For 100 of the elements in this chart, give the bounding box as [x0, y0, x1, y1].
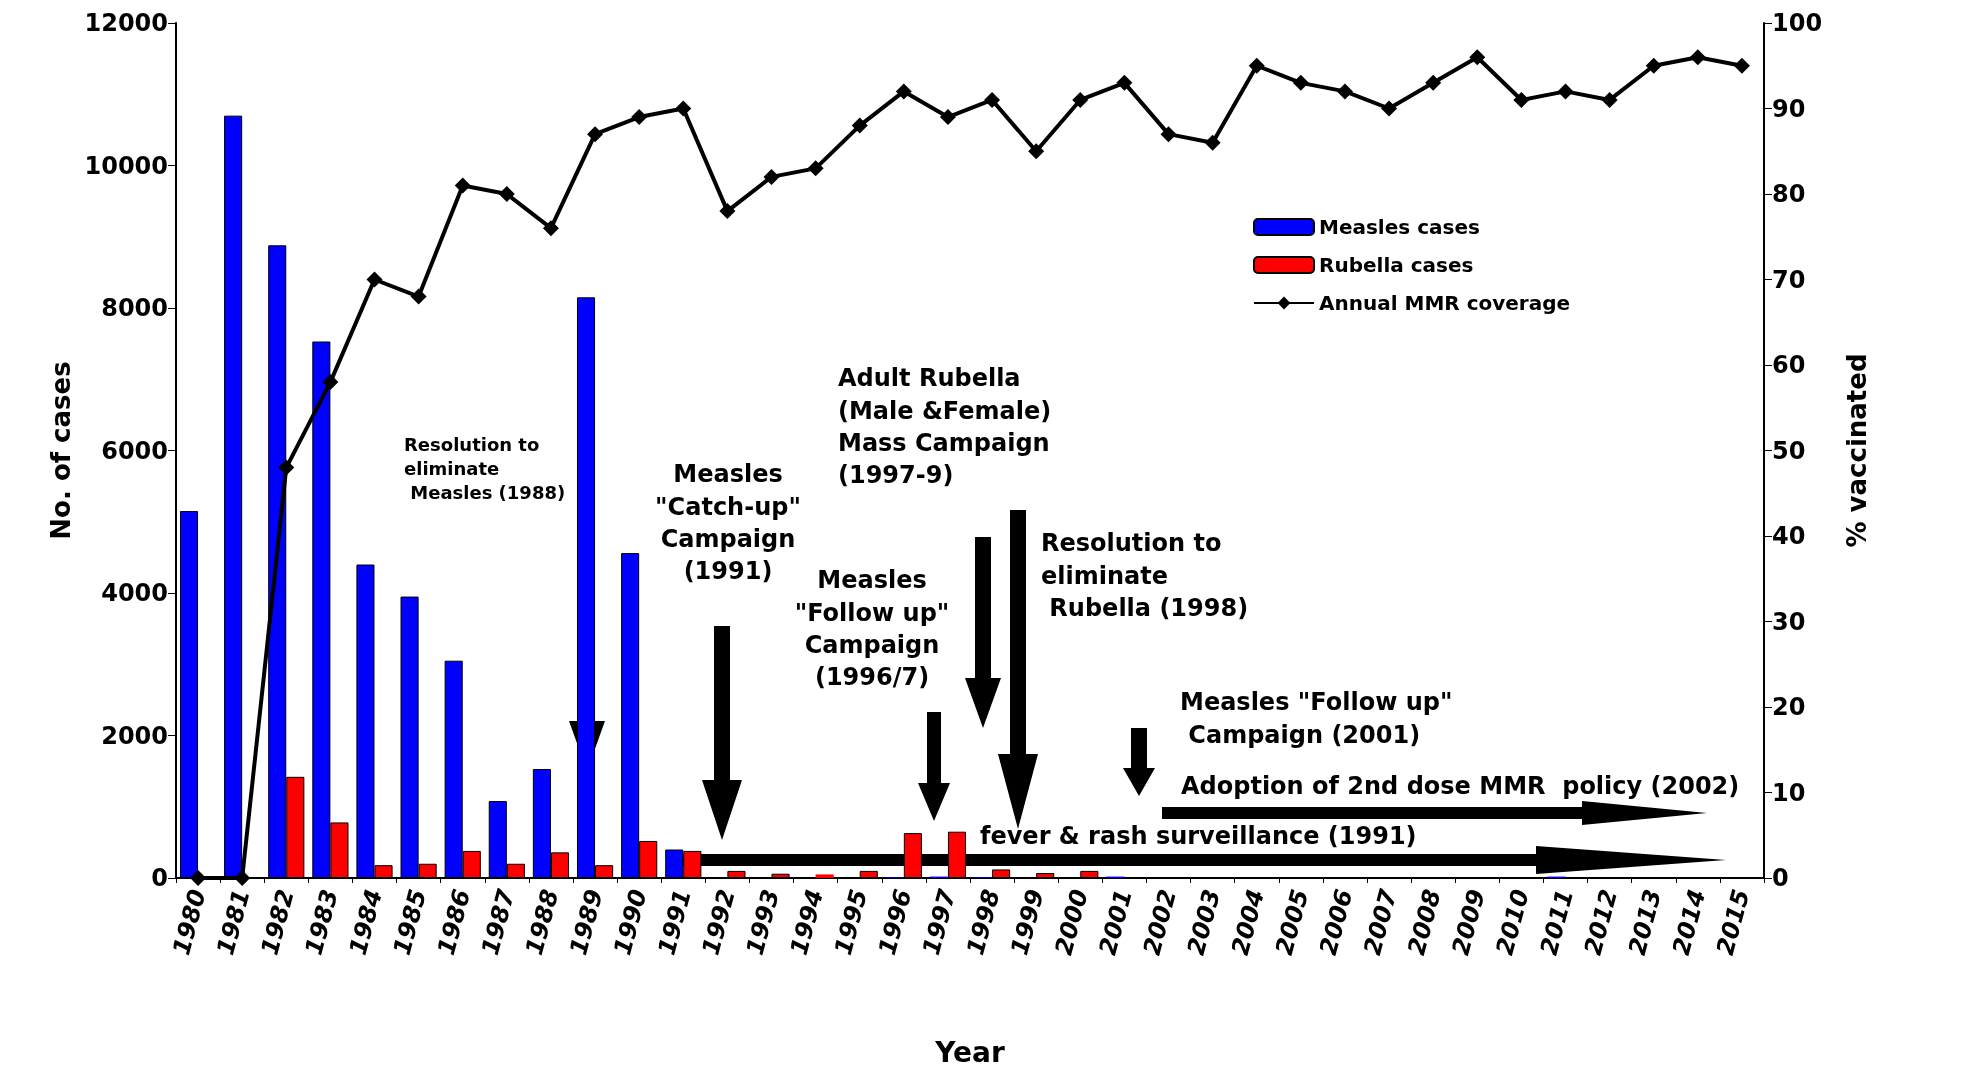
- x-tick-label: 2004: [1225, 886, 1271, 959]
- x-tick-label: 2006: [1314, 886, 1359, 959]
- x-tick-label: 2013: [1622, 886, 1668, 959]
- x-tick-label: 1992: [696, 886, 741, 959]
- point: [1469, 49, 1486, 66]
- y2-tick-label: 90: [1772, 94, 1806, 123]
- point: [851, 117, 868, 134]
- x-tick-label: 2002: [1137, 886, 1183, 959]
- x-tick-label: 1981: [211, 886, 256, 959]
- y-tick-label: 4000: [101, 579, 168, 607]
- annotation: Measles "Follow up" Campaign (2001): [1180, 688, 1453, 749]
- x-tick-label: 2003: [1181, 886, 1227, 959]
- x-tick-label: 2010: [1490, 886, 1535, 959]
- point: [763, 168, 780, 185]
- x-tick-label: 1998: [961, 886, 1006, 959]
- y-axis-title: No. of cases: [45, 361, 76, 540]
- y2-tick-label: 10: [1772, 778, 1806, 807]
- y-tick-label: 8000: [101, 294, 168, 322]
- annotation: fever & rash surveillance (1991): [980, 822, 1417, 851]
- y-tick-label: 0: [151, 864, 168, 892]
- x-tick-label: 1987: [476, 886, 521, 959]
- legend-label: Rubella cases: [1319, 253, 1474, 277]
- point: [807, 160, 824, 177]
- y2-tick-label: 0: [1772, 864, 1789, 892]
- y2-tick-label: 70: [1772, 265, 1806, 294]
- point: [1028, 143, 1045, 160]
- point: [895, 83, 912, 100]
- point: [1160, 126, 1177, 143]
- bar: [815, 874, 834, 878]
- y-tick-label: 2000: [101, 721, 168, 750]
- point: [234, 870, 251, 886]
- annotation: Resolution to eliminate Measles (1988): [404, 433, 566, 504]
- y2-tick-label: 80: [1772, 180, 1806, 208]
- y-tick-label: 10000: [84, 151, 168, 180]
- annotation: Resolution to eliminate Rubella (1998): [1041, 529, 1249, 622]
- point: [366, 271, 383, 288]
- point: [1248, 57, 1265, 74]
- point: [542, 220, 559, 237]
- point: [1336, 83, 1353, 100]
- y2-axis-title: % vaccinated: [1842, 353, 1872, 548]
- x-tick-label: 1980: [167, 886, 212, 959]
- point: [1733, 57, 1750, 74]
- x-tick-label: 2000: [1049, 886, 1094, 959]
- y2-tick-label: 20: [1772, 693, 1806, 721]
- point: [939, 109, 956, 126]
- point: [1645, 57, 1662, 74]
- x-tick-label: 1989: [564, 886, 609, 959]
- point: [631, 109, 648, 126]
- x-tick-label: 1990: [608, 886, 653, 959]
- y2-tick-label: 30: [1772, 607, 1806, 636]
- annotation: Adult Rubella (Male &Female) Mass Campaign (1997-9): [838, 364, 1052, 490]
- point: [1513, 91, 1530, 108]
- point: [410, 288, 427, 305]
- point: [322, 374, 339, 391]
- x-tick-label: 1985: [387, 886, 433, 959]
- x-tick-label: 2005: [1270, 886, 1315, 959]
- x-tick-label: 2011: [1534, 886, 1580, 959]
- point: [1292, 74, 1309, 91]
- x-tick-label: 1999: [1005, 886, 1050, 959]
- x-tick-label: 1982: [255, 886, 300, 959]
- point: [1381, 100, 1398, 117]
- point: [1425, 74, 1442, 91]
- x-tick-label: 1984: [343, 886, 389, 959]
- x-tick-label: 2007: [1358, 886, 1403, 959]
- point: [1204, 134, 1221, 151]
- point: [498, 186, 515, 202]
- legend-label: Measles cases: [1319, 215, 1480, 239]
- x-tick-label: 2014: [1667, 886, 1712, 959]
- point: [675, 100, 692, 117]
- x-tick-label: 1996: [873, 886, 918, 959]
- point: [719, 203, 736, 220]
- x-axis-title: Year: [934, 1035, 1005, 1069]
- legend-label: Annual MMR coverage: [1319, 291, 1571, 315]
- x-tick-label: 1991: [652, 886, 697, 959]
- point: [984, 91, 1001, 108]
- x-tick-label: 2008: [1402, 886, 1447, 959]
- x-tick-label: 2009: [1446, 886, 1491, 959]
- y2-tick-label: 40: [1772, 522, 1806, 550]
- point: [1072, 91, 1089, 108]
- x-tick-label: 1997: [917, 886, 962, 959]
- y2-tick-label: 50: [1772, 436, 1806, 465]
- point: [1116, 74, 1133, 91]
- point: [1601, 91, 1618, 108]
- y2-tick-label: 100: [1772, 9, 1823, 37]
- y2-tick-label: 60: [1772, 351, 1806, 379]
- y-tick-label: 6000: [101, 436, 168, 465]
- x-tick-label: 1995: [828, 886, 874, 959]
- x-tick-label: 2012: [1578, 886, 1624, 959]
- point: [454, 177, 471, 194]
- point: [278, 459, 295, 476]
- y-tick-label: 12000: [84, 9, 168, 37]
- x-tick-label: 1993: [740, 886, 786, 959]
- point: [1557, 83, 1574, 100]
- x-tick-label: 1983: [299, 886, 344, 959]
- point: [1689, 49, 1706, 66]
- x-tick-label: 2001: [1093, 886, 1138, 959]
- x-tick-label: 2015: [1711, 886, 1756, 959]
- point: [587, 126, 604, 143]
- annotation: Adoption of 2nd dose MMR policy (2002): [1181, 772, 1740, 801]
- x-tick-label: 1986: [431, 886, 477, 959]
